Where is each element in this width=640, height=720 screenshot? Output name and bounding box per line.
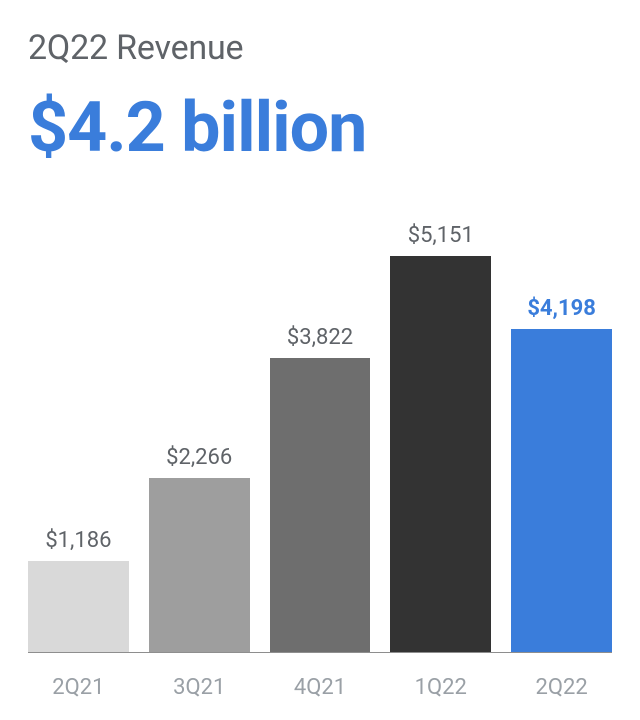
chart-title: 2Q22 Revenue [28,28,612,68]
bar-value-label: $3,822 [287,325,353,350]
bar-col: $5,151 [390,222,491,653]
bar [149,478,250,652]
x-tick-label: 2Q22 [511,675,612,700]
x-tick-label: 4Q21 [270,675,371,700]
bar-col: $1,186 [28,222,129,653]
x-axis: 2Q21 3Q21 4Q21 1Q22 2Q22 [28,675,612,700]
bar-col: $3,822 [270,222,371,653]
bar [28,561,129,652]
x-tick-label: 2Q21 [28,675,129,700]
bar [270,358,371,652]
bar [390,256,491,652]
bar-value-label: $1,186 [45,528,111,553]
bar-col: $4,198 [511,222,612,653]
x-tick-label: 3Q21 [149,675,250,700]
bar-value-label: $2,266 [166,445,232,470]
bar-value-label: $4,198 [527,296,596,321]
x-tick-label: 1Q22 [390,675,491,700]
bar-col: $2,266 [149,222,250,653]
bar [511,329,612,652]
headline-value: $4.2 billion [28,92,612,166]
revenue-bar-chart: $1,186 $2,266 $3,822 $5,151 $4,198 [28,222,612,654]
bar-value-label: $5,151 [408,223,474,248]
